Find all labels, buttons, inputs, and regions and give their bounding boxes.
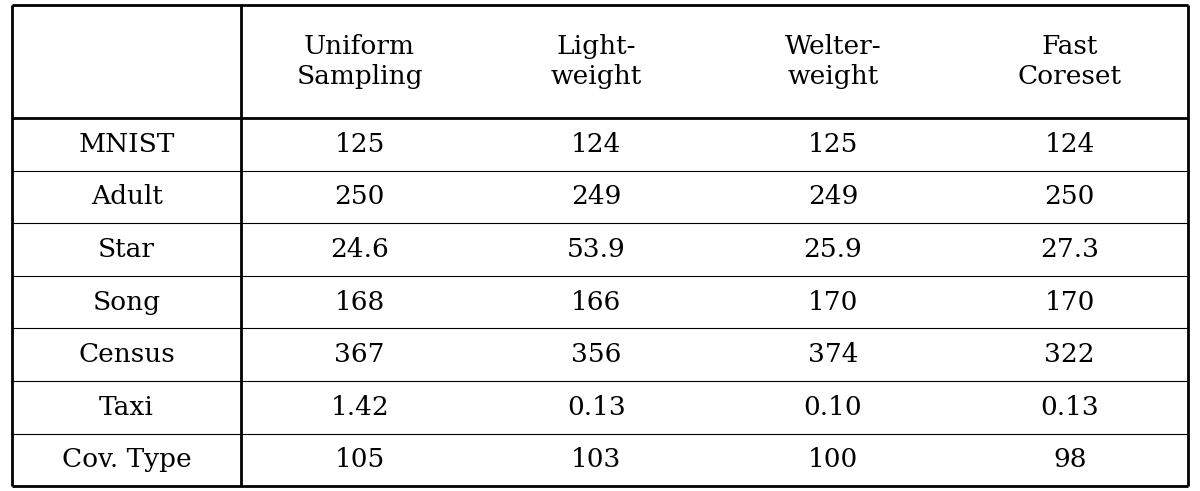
Text: 124: 124 <box>1044 132 1094 157</box>
Text: 103: 103 <box>571 447 622 472</box>
Text: Light-
weight: Light- weight <box>551 34 642 89</box>
Text: 125: 125 <box>335 132 385 157</box>
Text: 100: 100 <box>808 447 858 472</box>
Text: Song: Song <box>92 290 161 315</box>
Text: 53.9: 53.9 <box>566 237 625 262</box>
Text: 24.6: 24.6 <box>330 237 389 262</box>
Text: 168: 168 <box>335 290 385 315</box>
Text: 356: 356 <box>571 342 622 367</box>
Text: 98: 98 <box>1052 447 1086 472</box>
Text: Cov. Type: Cov. Type <box>62 447 192 472</box>
Text: Taxi: Taxi <box>100 395 154 420</box>
Text: 124: 124 <box>571 132 622 157</box>
Text: 25.9: 25.9 <box>804 237 863 262</box>
Text: 250: 250 <box>1044 184 1094 209</box>
Text: 170: 170 <box>1044 290 1094 315</box>
Text: 367: 367 <box>335 342 385 367</box>
Text: 249: 249 <box>571 184 622 209</box>
Text: 170: 170 <box>808 290 858 315</box>
Text: Census: Census <box>78 342 175 367</box>
Text: Fast
Coreset: Fast Coreset <box>1018 34 1122 89</box>
Text: Adult: Adult <box>91 184 162 209</box>
Text: 105: 105 <box>335 447 385 472</box>
Text: 0.10: 0.10 <box>804 395 863 420</box>
Text: 1.42: 1.42 <box>330 395 389 420</box>
Text: 166: 166 <box>571 290 622 315</box>
Text: 250: 250 <box>335 184 385 209</box>
Text: Uniform
Sampling: Uniform Sampling <box>296 34 422 89</box>
Text: 0.13: 0.13 <box>1040 395 1099 420</box>
Text: 322: 322 <box>1044 342 1094 367</box>
Text: 27.3: 27.3 <box>1040 237 1099 262</box>
Text: Welter-
weight: Welter- weight <box>785 34 881 89</box>
Text: 125: 125 <box>808 132 858 157</box>
Text: 374: 374 <box>808 342 858 367</box>
Text: MNIST: MNIST <box>78 132 175 157</box>
Text: 0.13: 0.13 <box>566 395 625 420</box>
Text: 249: 249 <box>808 184 858 209</box>
Text: Star: Star <box>98 237 155 262</box>
